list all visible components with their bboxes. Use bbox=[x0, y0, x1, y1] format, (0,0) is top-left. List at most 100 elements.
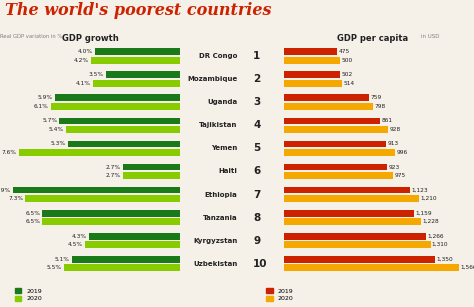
Text: Uganda: Uganda bbox=[207, 99, 237, 105]
Text: 475: 475 bbox=[339, 49, 350, 54]
Bar bbox=[284, 80, 342, 87]
Text: 4.3%: 4.3% bbox=[72, 234, 87, 239]
Text: 1,228: 1,228 bbox=[423, 219, 439, 224]
Text: 500: 500 bbox=[341, 58, 353, 63]
Bar bbox=[284, 57, 340, 64]
Text: 1,159: 1,159 bbox=[415, 211, 432, 216]
Text: 2: 2 bbox=[253, 74, 260, 84]
Bar bbox=[51, 103, 180, 110]
Bar bbox=[19, 149, 180, 156]
Text: Ethiopia: Ethiopia bbox=[205, 192, 237, 197]
Text: 5: 5 bbox=[253, 143, 260, 154]
Text: 3: 3 bbox=[253, 97, 260, 107]
Bar bbox=[42, 210, 180, 216]
Bar bbox=[85, 241, 180, 248]
Bar bbox=[64, 264, 180, 271]
Bar bbox=[284, 164, 387, 170]
Bar bbox=[72, 256, 180, 262]
Text: 5.1%: 5.1% bbox=[55, 257, 70, 262]
Text: 1,310: 1,310 bbox=[432, 242, 448, 247]
Text: 3.5%: 3.5% bbox=[89, 72, 104, 77]
Text: 798: 798 bbox=[375, 104, 386, 109]
Bar bbox=[55, 95, 180, 101]
Bar bbox=[284, 195, 419, 202]
Text: 6.5%: 6.5% bbox=[25, 211, 40, 216]
Bar bbox=[284, 264, 459, 271]
Bar bbox=[106, 72, 180, 78]
Bar bbox=[284, 72, 340, 78]
Text: 4.0%: 4.0% bbox=[78, 49, 93, 54]
Text: Yemen: Yemen bbox=[211, 146, 237, 151]
Text: 2.7%: 2.7% bbox=[106, 173, 121, 178]
Bar bbox=[284, 103, 374, 110]
Text: The world's poorest countries: The world's poorest countries bbox=[5, 2, 271, 18]
Bar bbox=[68, 141, 180, 147]
Text: 7.6%: 7.6% bbox=[2, 150, 17, 155]
Text: 1,210: 1,210 bbox=[421, 196, 438, 201]
Bar bbox=[284, 241, 430, 248]
Bar bbox=[284, 233, 426, 239]
Text: 9: 9 bbox=[253, 235, 260, 246]
Bar bbox=[95, 49, 180, 55]
Text: in USD: in USD bbox=[421, 34, 439, 39]
Text: 7.9%: 7.9% bbox=[0, 188, 10, 192]
Legend: 2019, 2020: 2019, 2020 bbox=[13, 286, 45, 304]
Bar bbox=[284, 256, 435, 262]
Bar bbox=[59, 118, 180, 124]
Bar bbox=[284, 95, 369, 101]
Text: 8: 8 bbox=[253, 212, 260, 223]
Text: Tajikistan: Tajikistan bbox=[199, 122, 237, 128]
Text: 4.1%: 4.1% bbox=[76, 81, 91, 86]
Text: 759: 759 bbox=[370, 95, 382, 100]
Text: 10: 10 bbox=[253, 258, 268, 269]
Text: 4.5%: 4.5% bbox=[67, 242, 82, 247]
Bar bbox=[284, 172, 393, 179]
Text: 2.7%: 2.7% bbox=[106, 165, 121, 169]
Bar bbox=[284, 141, 386, 147]
Text: 7.3%: 7.3% bbox=[8, 196, 23, 201]
Text: 861: 861 bbox=[382, 119, 393, 123]
Text: 5.5%: 5.5% bbox=[46, 265, 62, 270]
Text: 913: 913 bbox=[388, 142, 399, 146]
Legend: 2019, 2020: 2019, 2020 bbox=[264, 286, 296, 304]
Bar bbox=[284, 118, 381, 124]
Bar bbox=[284, 49, 337, 55]
Bar bbox=[284, 149, 395, 156]
Bar bbox=[91, 57, 180, 64]
Bar bbox=[284, 210, 414, 216]
Text: Kyrgyzstan: Kyrgyzstan bbox=[193, 238, 237, 243]
Text: Tanzania: Tanzania bbox=[203, 215, 237, 220]
Text: 6.1%: 6.1% bbox=[34, 104, 49, 109]
Text: 1,123: 1,123 bbox=[411, 188, 428, 192]
Bar bbox=[123, 164, 180, 170]
Text: 502: 502 bbox=[342, 72, 353, 77]
Text: 928: 928 bbox=[389, 127, 401, 132]
Text: 975: 975 bbox=[394, 173, 406, 178]
Text: 5.9%: 5.9% bbox=[38, 95, 53, 100]
Bar bbox=[284, 126, 388, 133]
Text: 5.4%: 5.4% bbox=[48, 127, 64, 132]
Text: Uzbekistan: Uzbekistan bbox=[193, 261, 237, 266]
Bar bbox=[284, 187, 410, 193]
Text: 4.2%: 4.2% bbox=[74, 58, 89, 63]
Bar bbox=[123, 172, 180, 179]
Text: 6: 6 bbox=[253, 166, 260, 177]
Text: 1,350: 1,350 bbox=[436, 257, 453, 262]
Text: 514: 514 bbox=[343, 81, 354, 86]
Bar bbox=[13, 187, 180, 193]
Text: DR Congo: DR Congo bbox=[199, 53, 237, 59]
Text: 996: 996 bbox=[397, 150, 408, 155]
Text: 923: 923 bbox=[389, 165, 400, 169]
Text: Haiti: Haiti bbox=[219, 169, 237, 174]
Text: 1,566: 1,566 bbox=[460, 265, 474, 270]
Text: 1: 1 bbox=[253, 51, 260, 61]
Text: GDP per capita: GDP per capita bbox=[337, 34, 409, 43]
Text: 7: 7 bbox=[253, 189, 261, 200]
Text: Real GDP variation in %: Real GDP variation in % bbox=[0, 34, 62, 39]
Bar bbox=[89, 233, 180, 239]
Text: 6.5%: 6.5% bbox=[25, 219, 40, 224]
Bar bbox=[66, 126, 180, 133]
Text: 5.3%: 5.3% bbox=[51, 142, 66, 146]
Text: GDP growth: GDP growth bbox=[62, 34, 118, 43]
Bar bbox=[42, 218, 180, 225]
